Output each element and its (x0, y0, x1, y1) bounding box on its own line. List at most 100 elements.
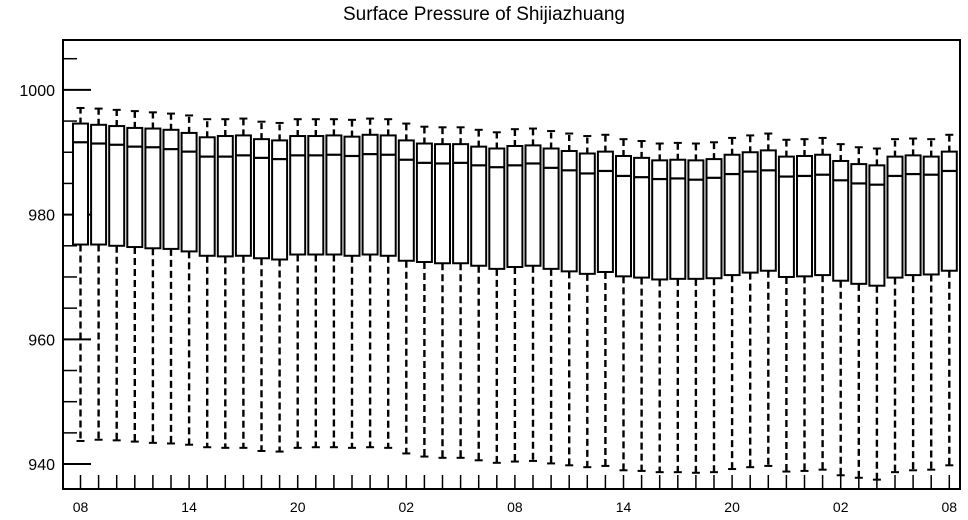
box-item (560, 132, 578, 467)
box-iqr (850, 163, 868, 285)
box-iqr (886, 155, 904, 279)
box-iqr (289, 135, 307, 256)
box-item (705, 141, 723, 474)
box-iqr (705, 158, 723, 280)
box-item (777, 138, 795, 473)
box-item (796, 138, 813, 472)
box-item (687, 142, 705, 474)
box-iqr (832, 159, 850, 282)
box-item (90, 107, 108, 441)
x-tick-label: 08 (507, 499, 523, 515)
box-iqr (524, 144, 542, 267)
box-iqr (922, 155, 940, 276)
box-iqr (90, 123, 108, 246)
box-item (669, 141, 687, 474)
box-iqr (452, 143, 470, 265)
box-item (72, 106, 89, 442)
box-item (343, 118, 361, 449)
box-item (415, 125, 433, 458)
box-iqr (651, 159, 669, 281)
boxes-layer (72, 106, 958, 481)
y-tick-label: 980 (28, 208, 55, 225)
box-item (850, 146, 868, 479)
box-iqr (542, 147, 560, 270)
box-iqr (723, 153, 741, 277)
box-item (289, 118, 307, 449)
box-item (596, 133, 614, 467)
box-iqr (198, 136, 216, 257)
box-iqr (434, 143, 451, 265)
box-iqr (687, 159, 705, 280)
box-item (234, 117, 252, 449)
box-item (615, 138, 632, 472)
box-item (488, 131, 506, 464)
x-tick-label: 08 (73, 499, 89, 515)
box-item (868, 147, 886, 481)
box-iqr (126, 126, 144, 249)
x-tick-label: 20 (724, 499, 740, 515)
box-iqr (777, 155, 795, 278)
box-item (126, 110, 144, 443)
box-item (904, 137, 922, 472)
box-iqr (307, 135, 325, 256)
box-item (940, 133, 958, 467)
box-item (470, 128, 488, 462)
box-item (832, 143, 850, 477)
box-item (524, 127, 542, 462)
box-item (814, 136, 832, 471)
x-tick-label: 14 (181, 499, 197, 515)
box-iqr (759, 149, 777, 272)
box-iqr (814, 153, 832, 277)
x-tick-label: 20 (290, 499, 306, 515)
box-item (271, 121, 289, 453)
box-iqr (343, 135, 361, 257)
box-item (307, 118, 325, 449)
box-iqr (397, 139, 415, 262)
box-iqr (379, 134, 397, 257)
box-iqr (868, 164, 886, 287)
box-item (216, 118, 234, 449)
y-axis: 940 960 980 1000 (19, 57, 91, 474)
box-iqr (415, 142, 433, 264)
x-tick-label: 14 (616, 499, 632, 515)
box-iqr (216, 135, 234, 258)
x-axis: 08 14 20 02 08 14 20 02 08 (73, 475, 957, 515)
box-item (452, 126, 470, 459)
box-item (325, 118, 343, 449)
box-iqr (72, 122, 89, 246)
box-iqr (633, 156, 651, 279)
box-item (886, 138, 904, 474)
box-item (723, 136, 741, 471)
box-item (144, 111, 162, 444)
box-iqr (144, 127, 162, 250)
box-iqr (162, 128, 180, 250)
box-iqr (506, 145, 524, 268)
box-item (180, 114, 198, 446)
box-item (379, 118, 397, 449)
x-tick-label: 02 (833, 499, 849, 515)
box-iqr (940, 150, 958, 272)
box-item (397, 122, 415, 455)
box-item (162, 112, 180, 445)
box-iqr (271, 139, 289, 261)
box-iqr (596, 150, 614, 273)
box-item (542, 130, 560, 465)
y-tick-label: 1000 (19, 83, 55, 100)
box-item (741, 134, 759, 469)
box-iqr (578, 152, 596, 275)
box-iqr (796, 154, 813, 278)
box-iqr (361, 133, 379, 256)
box-iqr (741, 151, 759, 274)
box-iqr (470, 145, 488, 267)
box-item (361, 117, 379, 449)
box-iqr (904, 154, 922, 277)
box-iqr (108, 125, 126, 247)
box-iqr (234, 134, 252, 257)
box-item (759, 132, 777, 467)
box-item (253, 120, 270, 452)
box-item (578, 135, 596, 469)
plot-frame (62, 39, 961, 490)
box-item (633, 140, 651, 472)
chart-title: Surface Pressure of Shijiazhuang (343, 4, 625, 25)
